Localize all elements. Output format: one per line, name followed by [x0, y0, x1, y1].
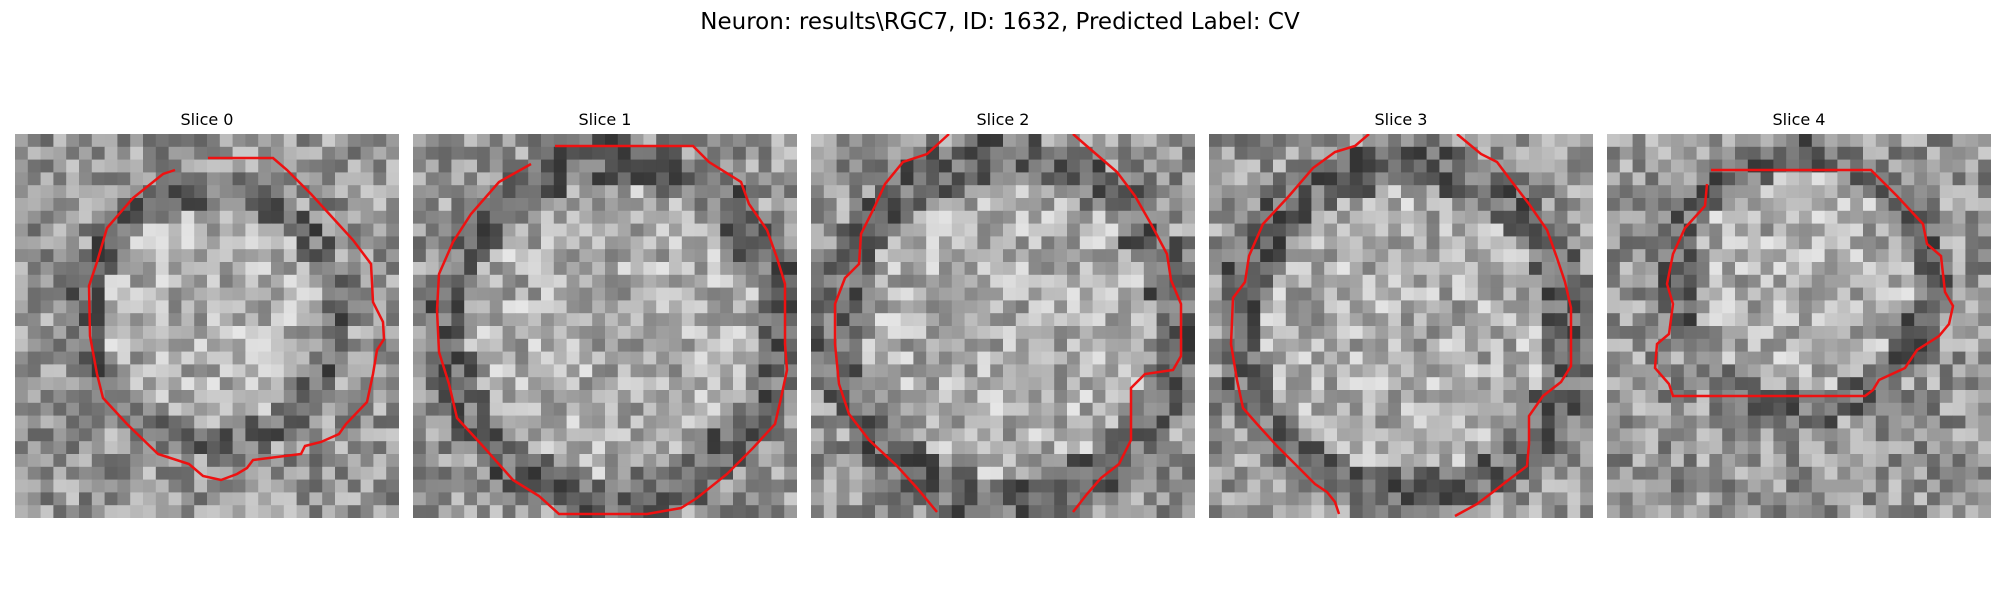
slice-title-1: Slice 1 — [578, 110, 632, 129]
microscopy-pixels — [413, 134, 797, 518]
microscopy-pixels — [15, 134, 399, 518]
microscopy-pixels — [811, 134, 1195, 518]
slice-panel-2: Slice 2 — [811, 107, 1195, 520]
slice-title-3: Slice 3 — [1374, 110, 1428, 129]
segmentation-contour — [1229, 134, 1370, 515]
slice-image-3 — [1209, 134, 1593, 518]
microscopy-pixels — [1209, 134, 1593, 518]
slice-panel-0: Slice 0 — [15, 107, 399, 520]
segmentation-contour — [435, 144, 789, 516]
slice-image-4 — [1607, 134, 1991, 518]
slice-title-4: Slice 4 — [1772, 110, 1826, 129]
segmentation-contour — [1454, 134, 1573, 518]
slice-title-2: Slice 2 — [976, 110, 1030, 129]
segmentation-contour — [1653, 168, 1955, 398]
slice-image-1 — [413, 134, 797, 518]
slice-image-2 — [811, 134, 1195, 518]
slice-image-0 — [15, 134, 399, 518]
slice-title-0: Slice 0 — [180, 110, 234, 129]
slice-panel-1: Slice 1 — [413, 107, 797, 520]
figure-title: Neuron: results\RGC7, ID: 1632, Predicte… — [700, 9, 1300, 35]
microscopy-pixels — [1607, 134, 1991, 518]
slice-panel-3: Slice 3 — [1209, 107, 1593, 520]
segmentation-contour — [833, 134, 950, 513]
segmentation-contour — [87, 156, 386, 482]
segmentation-contour — [1072, 134, 1183, 513]
slice-panel-4: Slice 4 — [1607, 107, 1991, 520]
